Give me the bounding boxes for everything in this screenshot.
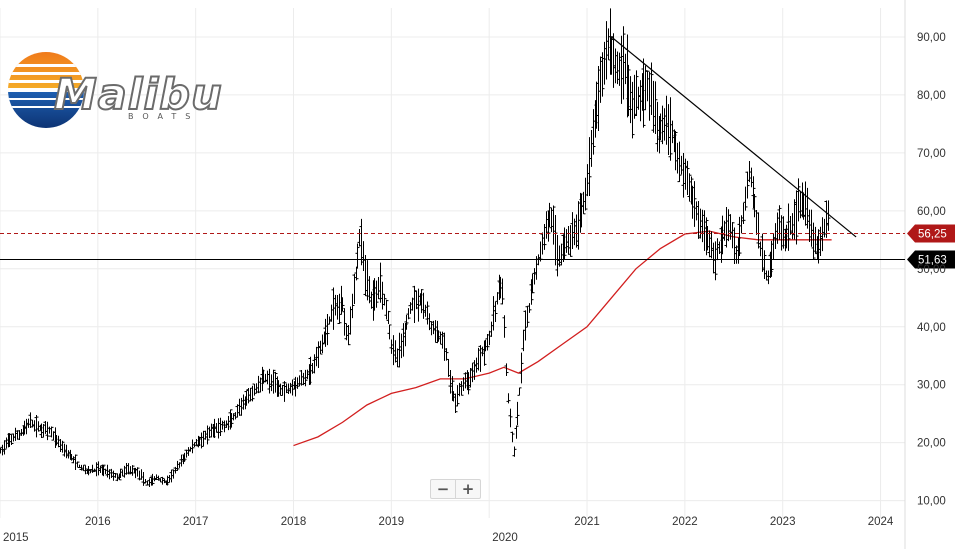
zoom-in-button[interactable]: + [455, 480, 480, 498]
x-tick-label: 2018 [281, 516, 307, 528]
x-tick-label: 2015 [3, 532, 29, 544]
y-tick-label: 70,00 [917, 148, 946, 160]
y-axis: 10,00 20,00 30,00 40,00 50,00 60,00 70,00 80,00… [917, 32, 946, 508]
x-tick-label: 2022 [672, 516, 698, 528]
company-logo: Malibu BOATS [6, 34, 223, 146]
y-tick-label: 30,00 [917, 380, 946, 392]
y-tick-label: 60,00 [917, 206, 946, 218]
level-tag-box [907, 224, 955, 243]
logo-wordmark: Malibu [53, 70, 223, 120]
moving-average-path [293, 230, 832, 447]
zoom-controls: − + [430, 479, 481, 499]
y-tick-label: 90,00 [917, 32, 946, 44]
x-tick-label: 2023 [770, 516, 796, 528]
trendline [611, 36, 857, 238]
x-tick-label: 2024 [868, 516, 894, 528]
level-tag-box [907, 250, 955, 269]
price-bars [0, 8, 831, 488]
x-tick-label: 2021 [574, 516, 600, 528]
level-tag: 51,63 [907, 250, 955, 269]
level-tag: 56,25 [907, 224, 955, 243]
y-tick-label: 40,00 [917, 322, 946, 334]
x-axis: 2015 2016 2017 2018 2019 2020 2021 2022 2023 2024 [3, 516, 894, 544]
y-tick-label: 80,00 [917, 90, 946, 102]
y-tick-label: 50,00 [917, 264, 946, 276]
moving-average-line [293, 230, 832, 447]
y-tick-label: 10,00 [917, 496, 946, 508]
trendline-path [611, 36, 857, 238]
logo-sun-icon [8, 52, 84, 128]
x-tick-label: 2017 [183, 516, 209, 528]
level-tag-label: 51,63 [918, 255, 947, 267]
x-tick-label: 2016 [85, 516, 111, 528]
level-tag-label: 56,25 [918, 229, 947, 241]
x-tick-label: 2019 [379, 516, 405, 528]
chart-grid [0, 0, 906, 549]
price-levels: 56,25 51,63 [0, 224, 955, 269]
x-tick-label: 2020 [492, 532, 518, 544]
logo-subtitle: BOATS [128, 112, 200, 121]
zoom-out-button[interactable]: − [436, 480, 450, 498]
y-tick-label: 20,00 [917, 438, 946, 450]
